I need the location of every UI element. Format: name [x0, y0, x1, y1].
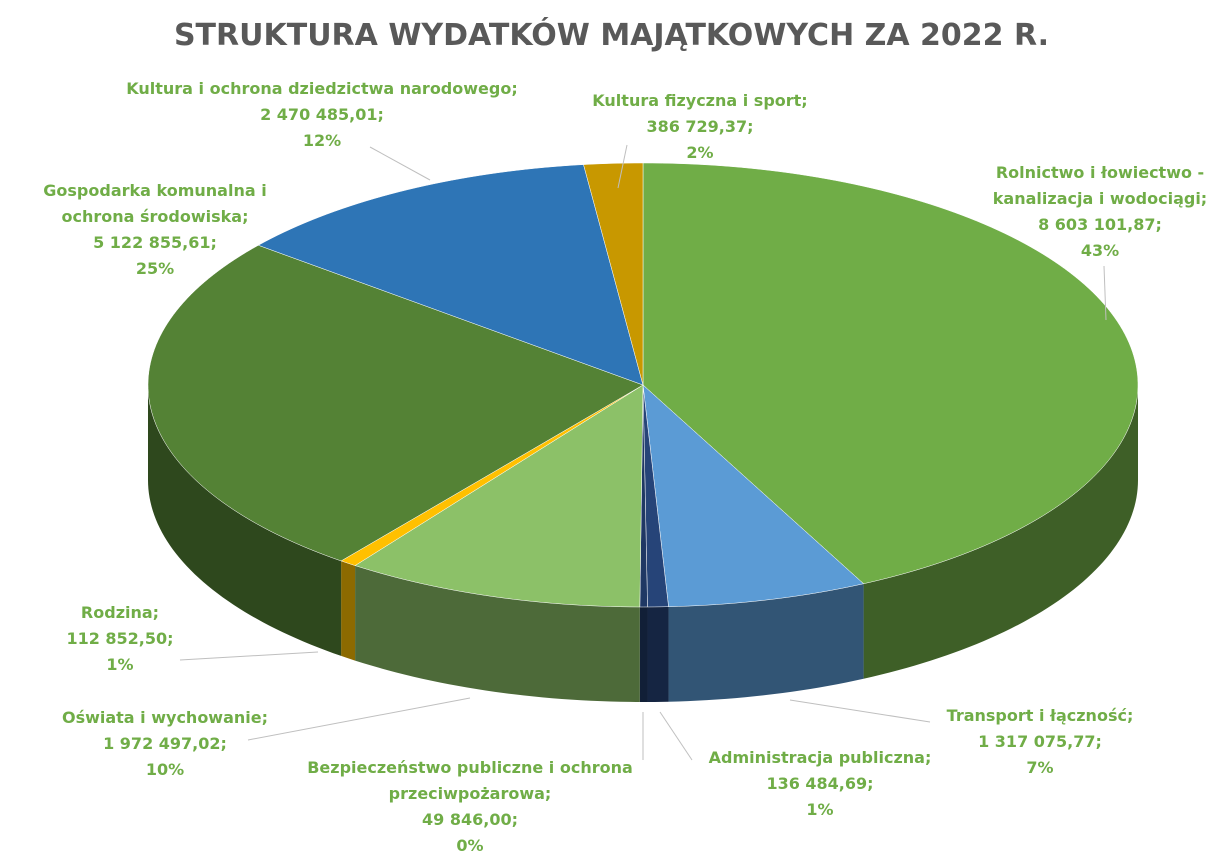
data-label: Kultura fizyczna i sport; 386 729,37; 2% [565, 88, 835, 166]
percent-label: 10% [145, 760, 185, 779]
percent-label: 0% [456, 836, 484, 852]
value-label: 386 729,37; [646, 117, 754, 136]
value-label: 2 470 485,01; [260, 105, 384, 124]
value-label: 136 484,69; [766, 774, 874, 793]
slice [642, 162, 1139, 585]
slice [583, 162, 644, 386]
slice [354, 384, 644, 608]
category-label: Transport i łączność; [946, 706, 1134, 725]
slice-side [863, 385, 1138, 679]
category-label: Gospodarka komunalna i ochrona środowisk… [43, 181, 267, 226]
value-label: 1 972 497,02; [103, 734, 227, 753]
percent-label: 1% [106, 655, 134, 674]
value-label: 1 317 075,77; [978, 732, 1102, 751]
percent-label: 12% [302, 131, 342, 150]
percent-label: 1% [806, 800, 834, 819]
leader-line [617, 144, 628, 189]
category-label: Rolnictwo i łowiectwo - kanalizacja i wo… [992, 163, 1208, 208]
category-label: Rodzina; [80, 603, 160, 622]
value-label: 112 852,50; [66, 629, 174, 648]
chart-title: STRUKTURA WYDATKÓW MAJĄTKOWYCH ZA 2022 R… [173, 18, 1050, 53]
category-label: Bezpieczeństwo publiczne i ochrona przec… [307, 758, 633, 803]
data-label: Transport i łączność; 1 317 075,77; 7% [925, 703, 1155, 781]
data-label: Administracja publiczna; 136 484,69; 1% [685, 745, 955, 823]
category-label: Kultura i ochrona dziedzictwa narodowego… [126, 79, 518, 98]
value-label: 5 122 855,61; [93, 233, 217, 252]
leader-line [659, 711, 693, 761]
slice-side [341, 560, 356, 661]
slice-side [148, 385, 342, 656]
slice-side [668, 583, 864, 702]
slice-side [639, 606, 648, 702]
category-label: Oświata i wychowanie; [61, 708, 269, 727]
slice [257, 164, 644, 386]
leader-line [1103, 265, 1107, 321]
percent-label: 43% [1080, 241, 1120, 260]
slice [642, 384, 865, 607]
category-label: Kultura fizyczna i sport; [592, 91, 808, 110]
data-label: Kultura i ochrona dziedzictwa narodowego… [92, 76, 552, 154]
percent-label: 2% [686, 143, 714, 162]
data-label: Bezpieczeństwo publiczne i ochrona przec… [290, 755, 650, 852]
slice [147, 244, 644, 562]
percent-label: 25% [135, 259, 175, 278]
leader-line [789, 699, 931, 723]
value-label: 8 603 101,87; [1038, 215, 1162, 234]
data-label: Rodzina; 112 852,50; 1% [60, 600, 180, 678]
data-label: Oświata i wychowanie; 1 972 497,02; 10% [30, 705, 300, 783]
leader-line [179, 651, 319, 661]
percent-label: 7% [1026, 758, 1054, 777]
leader-line [247, 697, 471, 741]
leader-line [369, 146, 431, 181]
slice-side [355, 565, 640, 702]
data-label: Gospodarka komunalna i ochrona środowisk… [5, 178, 305, 282]
data-label: Rolnictwo i łowiectwo - kanalizacja i wo… [975, 160, 1223, 264]
value-label: 49 846,00; [422, 810, 518, 829]
slice-side [647, 606, 669, 702]
category-label: Administracja publiczna; [708, 748, 932, 767]
